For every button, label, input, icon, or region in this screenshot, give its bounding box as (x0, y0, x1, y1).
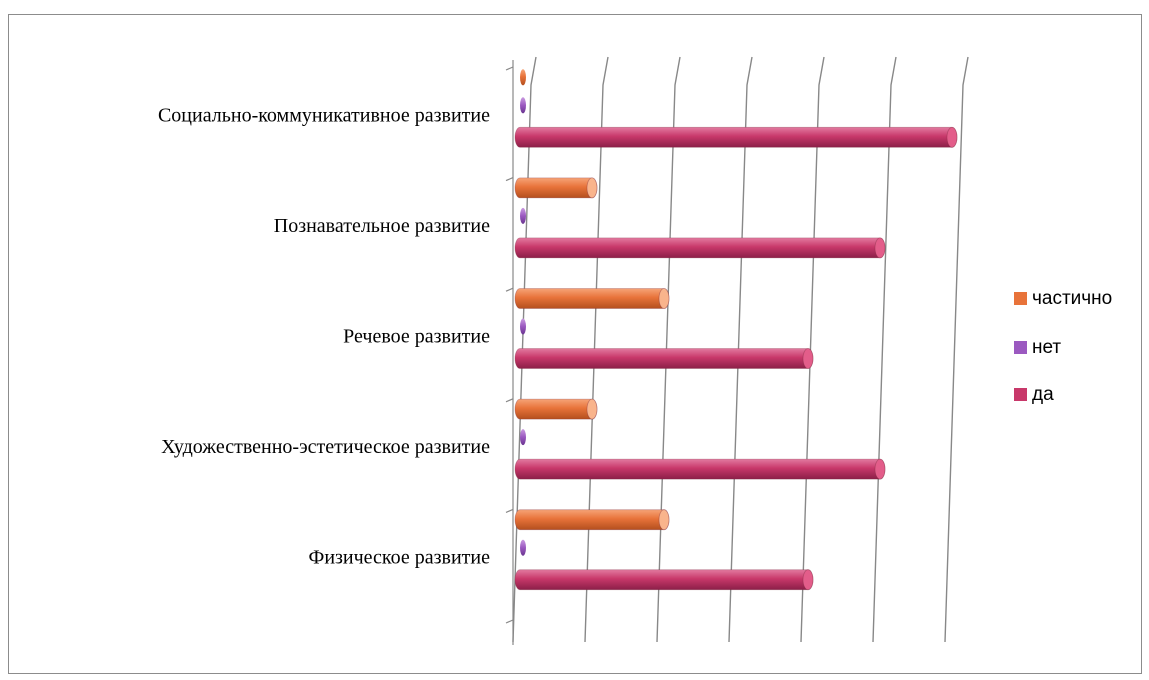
bar (514, 348, 814, 369)
legend-item: нет (1014, 337, 1061, 358)
category-label: Социально-коммуникативное развитие (158, 104, 490, 126)
bar (514, 288, 670, 309)
bar (514, 177, 598, 199)
bar-stub (520, 69, 526, 86)
bar-body (514, 398, 598, 420)
bar-cap (658, 509, 670, 531)
bar (514, 126, 958, 148)
bar (520, 539, 526, 556)
bar (520, 97, 526, 114)
bar-body (514, 348, 814, 369)
bar-stub (520, 539, 526, 556)
bar-cap (874, 458, 886, 480)
bar-stub (520, 97, 526, 114)
gridline (656, 56, 681, 643)
legend-label: нет (1032, 337, 1061, 358)
gridline (872, 56, 897, 643)
bar-cap (658, 288, 670, 309)
y-axis-tick (505, 287, 514, 292)
legend-label: да (1032, 384, 1054, 405)
legend-swatch (1014, 292, 1027, 305)
gridline (944, 56, 969, 643)
y-axis-tick (505, 398, 514, 403)
y-axis-tick (505, 508, 514, 513)
category-label: Физическое развитие (309, 547, 491, 569)
bar-stub (520, 429, 526, 446)
legend-swatch (1014, 388, 1027, 401)
bar (520, 207, 526, 224)
category-label: Художественно-эстетическое развитие (161, 436, 490, 458)
bar (514, 237, 886, 259)
bar (514, 509, 670, 531)
legend-item: частично (1014, 288, 1112, 309)
gridline (512, 56, 537, 643)
bar-cap (946, 126, 958, 148)
bar (514, 569, 814, 591)
bar-body (514, 458, 886, 480)
bar (520, 69, 526, 86)
bar-body (514, 509, 670, 531)
legend-item: да (1014, 384, 1054, 405)
category-label: Речевое развитие (343, 326, 490, 348)
category-label: Познавательное развитие (274, 215, 490, 237)
bar-body (514, 177, 598, 199)
bar-body (514, 288, 670, 309)
bar-cap (802, 569, 814, 591)
bar-cap (874, 237, 886, 259)
bar-body (514, 237, 886, 259)
bar-stub (520, 318, 526, 335)
gridline (728, 56, 753, 643)
legend-swatch (1014, 341, 1027, 354)
bar (520, 429, 526, 446)
bar (514, 458, 886, 480)
legend-label: частично (1032, 288, 1112, 309)
bar-body (514, 569, 814, 591)
bar (514, 398, 598, 420)
bar-cap (802, 348, 814, 369)
chart-frame (8, 14, 1142, 674)
gridline (800, 56, 825, 643)
bar-stub (520, 207, 526, 224)
y-axis-tick (505, 619, 514, 624)
bar-body (514, 126, 958, 148)
bar-cap (586, 177, 598, 199)
y-axis-tick (505, 177, 514, 182)
bar-cap (586, 398, 598, 420)
gridline (584, 56, 609, 643)
y-axis-tick (505, 66, 514, 71)
bar (520, 318, 526, 335)
